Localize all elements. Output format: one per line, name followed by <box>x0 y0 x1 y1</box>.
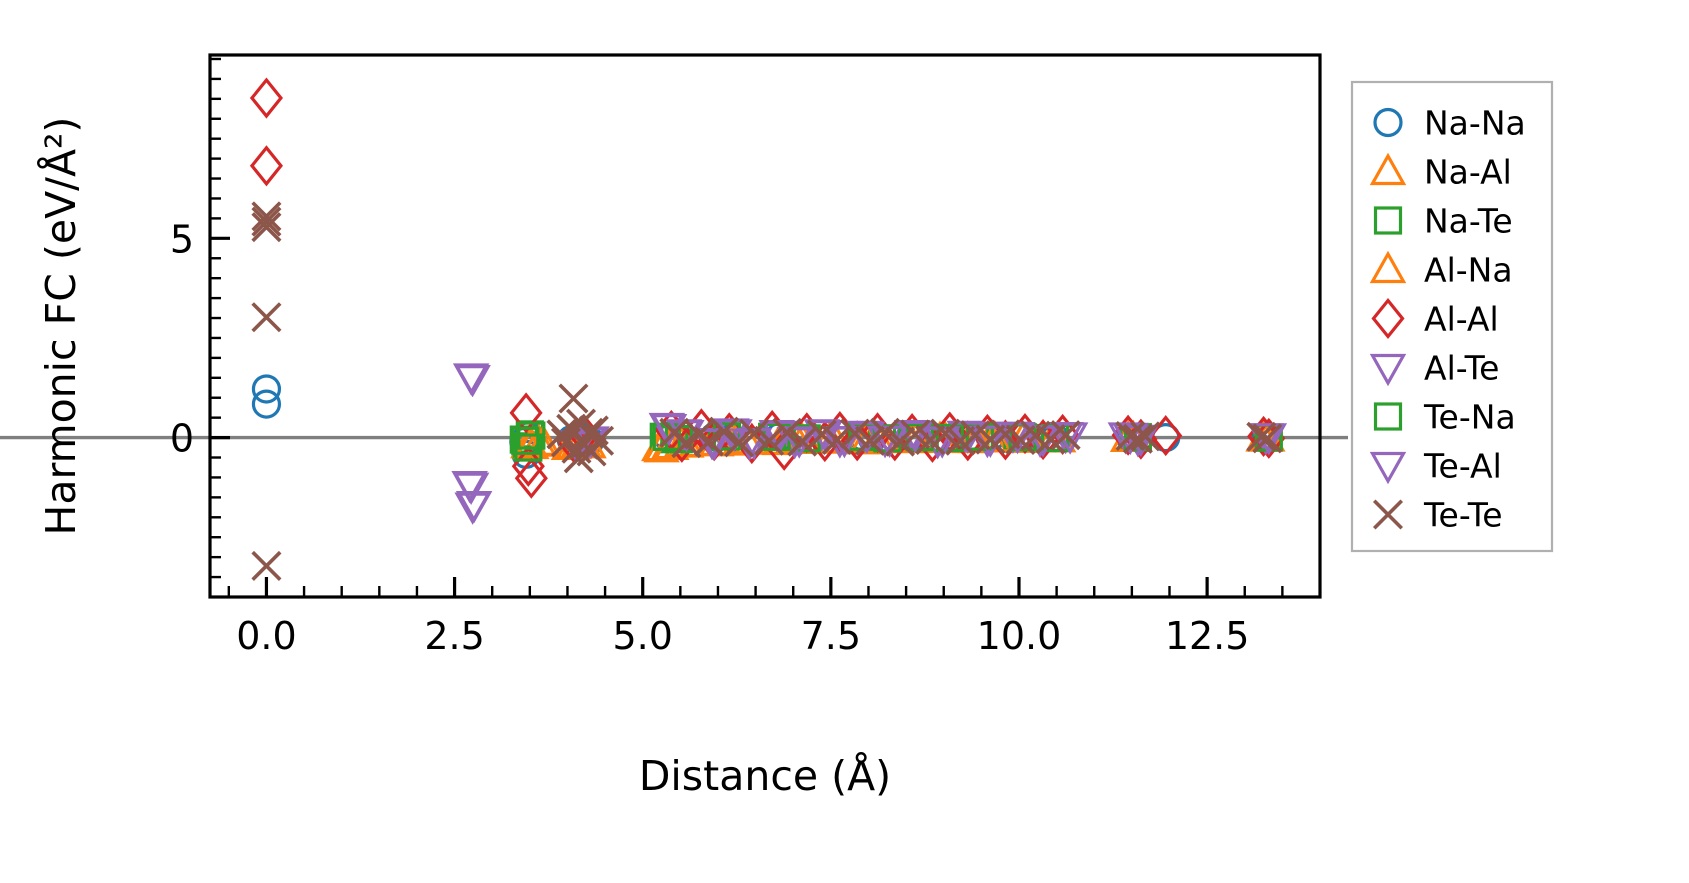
square-icon <box>1373 402 1403 431</box>
x-tick-label: 10.0 <box>977 614 1062 658</box>
legend-item-al-al[interactable]: Al-Al <box>1371 297 1499 340</box>
data-point <box>739 418 770 449</box>
x-axis-tick-labels: 0.0 2.5 5.0 7.5 10.0 12.5 <box>236 614 1249 658</box>
legend-label: Te-Na <box>1423 398 1516 437</box>
legend-item-al-te[interactable]: Al-Te <box>1369 349 1500 388</box>
legend-label: Na-Te <box>1424 202 1513 241</box>
data-point <box>1130 421 1161 452</box>
x-axis-ticks <box>227 577 1322 597</box>
y-tick-label: 5 <box>170 217 194 261</box>
y-axis-tick-labels: 05 <box>170 217 194 460</box>
data-point <box>249 77 283 119</box>
data-point <box>854 425 886 456</box>
square-icon <box>1373 206 1403 235</box>
data-point <box>251 302 282 333</box>
data-point <box>578 415 609 446</box>
data-point <box>511 426 540 455</box>
data-point <box>558 383 589 414</box>
x-icon <box>1372 499 1404 530</box>
legend-label: Na-Al <box>1424 153 1512 192</box>
series-te-te <box>251 201 1283 581</box>
x-tick-label: 0.0 <box>236 614 296 658</box>
legend-item-al-na[interactable]: Al-Na <box>1369 250 1513 290</box>
data-points-layer <box>249 77 1288 581</box>
data-point <box>454 365 491 398</box>
data-point <box>251 201 282 232</box>
legend-label: Na-Na <box>1424 104 1526 143</box>
data-point <box>251 212 282 243</box>
axes-spines <box>208 53 1322 599</box>
data-point <box>455 490 493 524</box>
data-point <box>781 426 818 459</box>
data-point <box>724 427 755 458</box>
data-point <box>249 145 283 187</box>
x-tick-label: 2.5 <box>424 614 484 658</box>
data-point <box>1115 420 1146 452</box>
triangle-up-icon <box>1369 250 1407 284</box>
plot-frame <box>208 53 1322 599</box>
data-point <box>915 424 946 456</box>
data-point <box>840 420 874 462</box>
x-tick-label: 5.0 <box>612 614 672 658</box>
legend-item-na-na[interactable]: Na-Na <box>1373 104 1526 143</box>
data-point <box>251 389 282 419</box>
legend-item-te-te[interactable]: Te-Te <box>1372 496 1503 535</box>
triangle-up-icon <box>1369 152 1407 186</box>
data-point <box>251 374 282 404</box>
data-point <box>708 416 740 447</box>
triangle-down-icon <box>1369 353 1407 387</box>
data-point <box>584 425 615 456</box>
data-point <box>514 457 548 499</box>
legend-label: Al-Na <box>1424 251 1513 290</box>
data-point <box>821 424 852 456</box>
data-point <box>839 418 870 449</box>
data-point <box>509 392 543 434</box>
data-point <box>1050 420 1081 451</box>
legend-item-na-al[interactable]: Na-Al <box>1369 152 1512 192</box>
y-axis-title: Harmonic FC (eV/Å²) <box>37 117 85 536</box>
x-tick-label: 12.5 <box>1165 614 1250 658</box>
data-point <box>452 472 490 505</box>
legend: Na-Na Na-Al Na-Te Al-Na Al-Al Al-Te Te-Na Te-Al… <box>1350 80 1554 553</box>
diamond-icon <box>1371 297 1405 340</box>
legend-label: Al-Te <box>1424 349 1499 388</box>
data-point <box>1122 423 1153 454</box>
legend-item-te-al[interactable]: Te-Al <box>1369 447 1502 486</box>
data-point <box>772 417 803 448</box>
y-tick-label: 0 <box>170 417 194 461</box>
data-point <box>930 418 961 449</box>
data-point <box>251 206 282 237</box>
data-point <box>251 550 282 581</box>
data-point <box>1246 421 1277 452</box>
data-point <box>671 428 702 459</box>
legend-item-te-na[interactable]: Te-Na <box>1373 398 1516 437</box>
legend-label: Te-Al <box>1423 447 1502 486</box>
data-point <box>563 443 594 474</box>
x-tick-label: 7.5 <box>801 614 861 658</box>
y-axis-ticks <box>210 57 230 599</box>
data-point <box>787 426 818 457</box>
data-point <box>754 425 785 456</box>
data-point <box>1252 423 1283 454</box>
legend-item-na-te[interactable]: Na-Te <box>1373 202 1513 241</box>
data-point <box>525 424 562 457</box>
data-point <box>885 426 916 457</box>
data-point <box>870 417 901 448</box>
data-point <box>693 426 724 457</box>
legend-label: Al-Al <box>1424 300 1499 339</box>
x-axis-title: Distance (Å) <box>639 752 891 800</box>
data-point <box>517 421 546 450</box>
circle-icon <box>1373 107 1403 138</box>
legend-label: Te-Te <box>1423 496 1503 535</box>
triangle-down-icon <box>1369 451 1407 485</box>
